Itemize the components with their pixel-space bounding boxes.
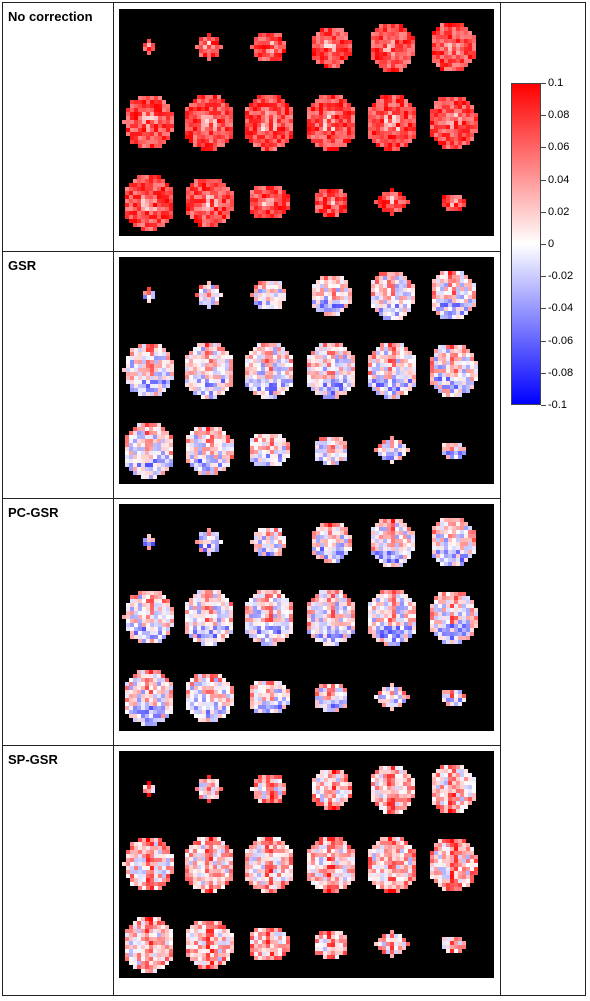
brain-slices-gsr <box>119 257 494 484</box>
colorbar-tick-label: -0.04 <box>548 302 574 315</box>
colorbar-tick-label: -0.08 <box>548 366 574 379</box>
colorbar-tick <box>541 179 546 181</box>
row-label-sp-gsr: SP-GSR <box>8 752 58 767</box>
colorbar-tick-label: -0.06 <box>548 334 574 347</box>
colorbar-tick-label: -0.02 <box>548 270 574 283</box>
colorbar-tick <box>541 276 546 278</box>
colorbar-tick <box>541 115 546 117</box>
colorbar-gradient <box>511 83 541 405</box>
colorbar-tick <box>541 244 546 245</box>
row-divider-2 <box>3 498 501 499</box>
colorbar-tick <box>541 405 546 406</box>
colorbar: 0.1 0.08 0.06 0.04 0.02 0 -0.02 -0.04 -0.06 -0.08… <box>511 77 585 412</box>
row-label-pc-gsr: PC-GSR <box>8 505 59 520</box>
colorbar-tick-label: 0.1 <box>548 77 564 89</box>
colorbar-tick-label: 0.02 <box>548 205 570 218</box>
colorbar-tick <box>541 340 546 342</box>
colorbar-tick-label: 0.04 <box>548 173 570 186</box>
colorbar-tick <box>541 308 546 310</box>
colorbar-tick-label: 0 <box>548 238 555 250</box>
row-label-gsr: GSR <box>8 258 37 273</box>
colorbar-tick-label: -0.1 <box>548 399 567 411</box>
brain-slices-pc-gsr <box>119 504 494 731</box>
brain-slices-sp-gsr <box>119 751 494 978</box>
colorbar-tick <box>541 147 546 149</box>
colorbar-tick-label: 0.08 <box>548 109 570 122</box>
column-divider-2 <box>500 3 501 995</box>
colorbar-tick <box>541 83 546 84</box>
colorbar-tick <box>541 372 546 374</box>
brain-slices-no-correction <box>119 9 494 236</box>
colorbar-tick-label: 0.06 <box>548 141 570 154</box>
column-divider-1 <box>113 3 114 995</box>
row-divider-1 <box>3 251 501 252</box>
row-divider-3 <box>3 745 501 746</box>
row-label-no-correction: No correction <box>8 9 93 24</box>
colorbar-tick <box>541 211 546 213</box>
